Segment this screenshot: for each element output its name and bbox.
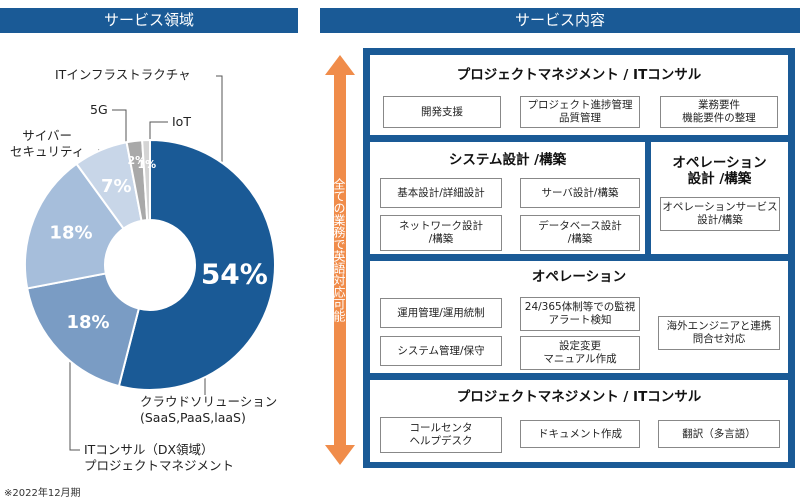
value-label: 7%	[101, 176, 132, 197]
category-label: クラウドソリューション (SaaS,PaaS,laaS)	[140, 394, 278, 425]
donut-slice	[117, 138, 276, 391]
service-item: ネットワーク設計 /構築	[380, 215, 502, 251]
value-label: 2%	[127, 154, 146, 167]
service-item: 翻訳（多言語）	[658, 420, 780, 448]
service-item: 海外エンジニアと連携 問合せ対応	[658, 316, 780, 350]
value-label: 54%	[201, 258, 268, 291]
service-item: コールセンタ ヘルプデスク	[380, 417, 502, 453]
service-item: サーバ設計/構築	[520, 178, 640, 208]
category-label: 5G	[90, 102, 108, 117]
section-title: オペレーション	[531, 269, 627, 285]
service-item: ドキュメント作成	[520, 420, 640, 448]
category-label: サイバー セキュリティ	[10, 128, 85, 159]
service-item: システム管理/保守	[380, 336, 502, 366]
section-title: オペレーション 設計 /構築	[672, 155, 767, 187]
category-label: ITコンサル（DX領域） プロジェクトマネジメント	[84, 442, 235, 473]
service-item: 開発支援	[383, 96, 501, 128]
value-label: 1%	[138, 158, 157, 171]
value-label: 18%	[66, 312, 109, 333]
service-item: 運用管理/運用統制	[380, 298, 502, 328]
category-label: IoT	[172, 114, 191, 129]
service-item: オペレーションサービス 設計/構築	[660, 197, 780, 231]
service-item: 業務要件 機能要件の整理	[660, 96, 778, 128]
donut-slice	[26, 272, 141, 388]
section-title: システム設計 /構築	[448, 152, 567, 168]
chart-title: サービス領域	[0, 8, 298, 33]
service-item: 設定変更 マニュアル作成	[520, 336, 640, 370]
category-label: ITインフラストラクチャ	[55, 67, 191, 82]
service-item: プロジェクト進捗管理 品質管理	[520, 96, 640, 128]
service-item: 基本設計/詳細設計	[380, 178, 502, 208]
note: ※2022年12月期	[4, 488, 81, 499]
services-title: サービス内容	[320, 8, 800, 33]
donut-slice	[141, 138, 151, 222]
service-item: 24/365体制等での監視 アラート検知	[520, 297, 640, 331]
arrow-label: 全ての業務で英語対応可能	[332, 178, 346, 322]
section-title: プロジェクトマネジメント / ITコンサル	[456, 389, 702, 405]
service-item: データベース設計 /構築	[520, 215, 640, 251]
value-label: 18%	[49, 223, 92, 244]
section-title: プロジェクトマネジメント / ITコンサル	[456, 67, 702, 83]
arrow	[325, 55, 355, 465]
